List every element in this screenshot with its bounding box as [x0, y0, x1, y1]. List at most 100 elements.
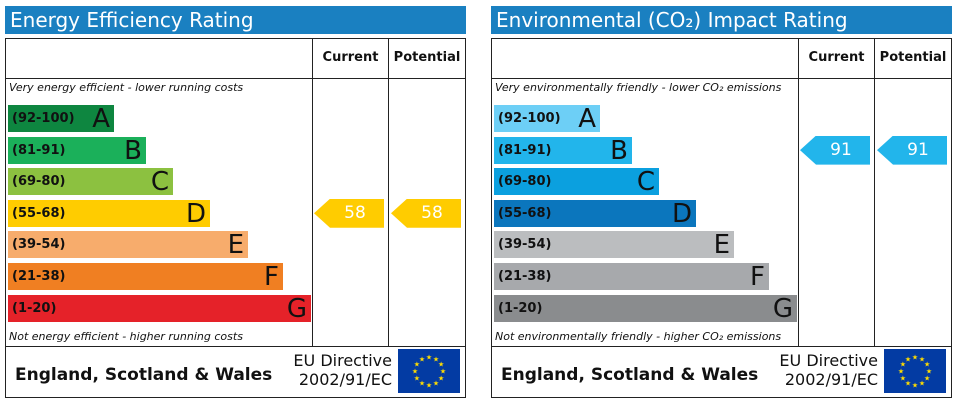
column-divider [388, 38, 389, 346]
band-letter: F [264, 262, 279, 292]
band-range-label: (81-91) [498, 142, 552, 158]
band-range-label: (55-68) [498, 205, 552, 221]
panel-title: Energy Efficiency Rating [5, 6, 466, 34]
header-divider [491, 78, 952, 79]
bottom-note: Not energy efficient - higher running co… [9, 330, 243, 343]
column-divider [312, 38, 313, 346]
band-c: (69-80) C [494, 167, 659, 198]
band-letter: A [92, 104, 110, 134]
potential-column-header: Potential [393, 50, 461, 65]
band-range-label: (1-20) [12, 300, 57, 316]
eu-flag-star: ★ [419, 355, 425, 363]
eu-flag-background [398, 349, 460, 393]
current-column-header: Current [808, 50, 865, 65]
bottom-note: Not environmentally friendly - higher CO… [495, 330, 782, 343]
eu-flag-star: ★ [426, 382, 432, 390]
eu-flag-star: ★ [905, 355, 911, 363]
band-e: (39-54) E [494, 230, 734, 261]
band-range-label: (55-68) [12, 205, 66, 221]
band-letter: F [750, 262, 765, 292]
eu-flag-icon: ★ ★★★★★★★★★★★ [884, 349, 946, 393]
band-letter: E [713, 230, 730, 261]
band-letter: C [636, 167, 655, 198]
eu-flag-star: ★ [900, 361, 906, 369]
band-f: (21-38) F [8, 262, 283, 292]
environmental-impact-panel: Environmental (CO₂) Impact Rating Curren… [491, 6, 952, 398]
eu-flag-star: ★ [438, 375, 444, 383]
eu-flag-star: ★ [438, 361, 444, 369]
eu-flag-star: ★ [912, 354, 918, 362]
band-letter: A [578, 104, 596, 134]
eu-flag-star: ★ [919, 355, 925, 363]
band-range-label: (69-80) [12, 174, 66, 190]
potential-rating-arrow: 91 [877, 135, 947, 165]
band-letter: E [227, 230, 244, 261]
band-range-label: (39-54) [498, 237, 552, 253]
band-c: (69-80) C [8, 167, 173, 198]
band-letter: D [185, 198, 206, 229]
band-a: (92-100) A [494, 104, 600, 134]
energy-efficiency-panel: Energy Efficiency Rating Current Potenti… [5, 6, 466, 398]
band-d: (55-68) D [8, 198, 210, 229]
band-range-label: (92-100) [12, 111, 75, 126]
potential-rating-value: 91 [907, 139, 929, 160]
eu-flag-star: ★ [900, 375, 906, 383]
band-range-label: (1-20) [498, 300, 543, 316]
panel-title: Environmental (CO₂) Impact Rating [491, 6, 952, 34]
eu-directive-line1: EU Directive [779, 351, 878, 370]
band-range-label: (69-80) [498, 174, 552, 190]
eu-flag-star: ★ [414, 361, 420, 369]
eu-directive-line2: 2002/91/EC [784, 370, 878, 389]
eu-flag-star: ★ [433, 380, 439, 388]
eu-flag-icon: ★ ★★★★★★★★★★★ [398, 349, 460, 393]
eu-directive: EU Directive 2002/91/EC [293, 351, 392, 389]
band-letter: C [150, 167, 169, 198]
header-divider [5, 78, 466, 79]
top-note: Very energy efficient - lower running co… [9, 81, 244, 94]
potential-rating-arrow: 58 [391, 198, 461, 228]
current-column-header: Current [322, 50, 379, 65]
current-rating-arrow: 58 [314, 198, 384, 228]
chart-frame [5, 38, 466, 398]
band-b: (81-91) B [8, 135, 146, 166]
column-divider [798, 38, 799, 346]
top-note: Very environmentally friendly - lower CO… [495, 81, 782, 94]
band-f: (21-38) F [494, 262, 769, 292]
potential-rating-value: 58 [421, 202, 443, 223]
current-rating-value: 58 [344, 202, 366, 223]
eu-flag-star: ★ [419, 380, 425, 388]
country-label: England, Scotland & Wales [15, 365, 273, 385]
country-label: England, Scotland & Wales [501, 365, 759, 385]
band-a: (92-100) A [8, 104, 114, 134]
band-letter: D [671, 198, 692, 229]
eu-flag-star: ★ [440, 368, 446, 376]
eu-flag-star: ★ [414, 375, 420, 383]
eu-flag-star: ★ [926, 368, 932, 376]
band-g: (1-20) G [8, 293, 311, 324]
eu-flag-background [884, 349, 946, 393]
current-rating-value: 91 [830, 139, 852, 160]
current-rating-arrow: 91 [800, 135, 870, 165]
band-range-label: (21-38) [12, 269, 66, 284]
eu-directive-line1: EU Directive [293, 351, 392, 370]
band-g: (1-20) G [494, 293, 797, 324]
band-letter: G [772, 293, 793, 324]
band-range-label: (92-100) [498, 111, 561, 126]
band-d: (55-68) D [494, 198, 696, 229]
eu-flag-star: ★ [412, 368, 418, 376]
eu-flag-star: ★ [905, 380, 911, 388]
footer-divider [5, 346, 466, 347]
eu-flag-star: ★ [912, 382, 918, 390]
eu-flag-star: ★ [919, 380, 925, 388]
eu-directive-line2: 2002/91/EC [298, 370, 392, 389]
band-b: (81-91) B [494, 135, 632, 166]
band-letter: G [286, 293, 307, 324]
eu-flag-star: ★ [426, 354, 432, 362]
band-letter: B [610, 135, 628, 166]
band-letter: B [124, 135, 142, 166]
band-range-label: (81-91) [12, 142, 66, 158]
band-e: (39-54) E [8, 230, 248, 261]
eu-flag-star: ★ [898, 368, 904, 376]
chart-frame [491, 38, 952, 398]
band-range-label: (39-54) [12, 237, 66, 253]
